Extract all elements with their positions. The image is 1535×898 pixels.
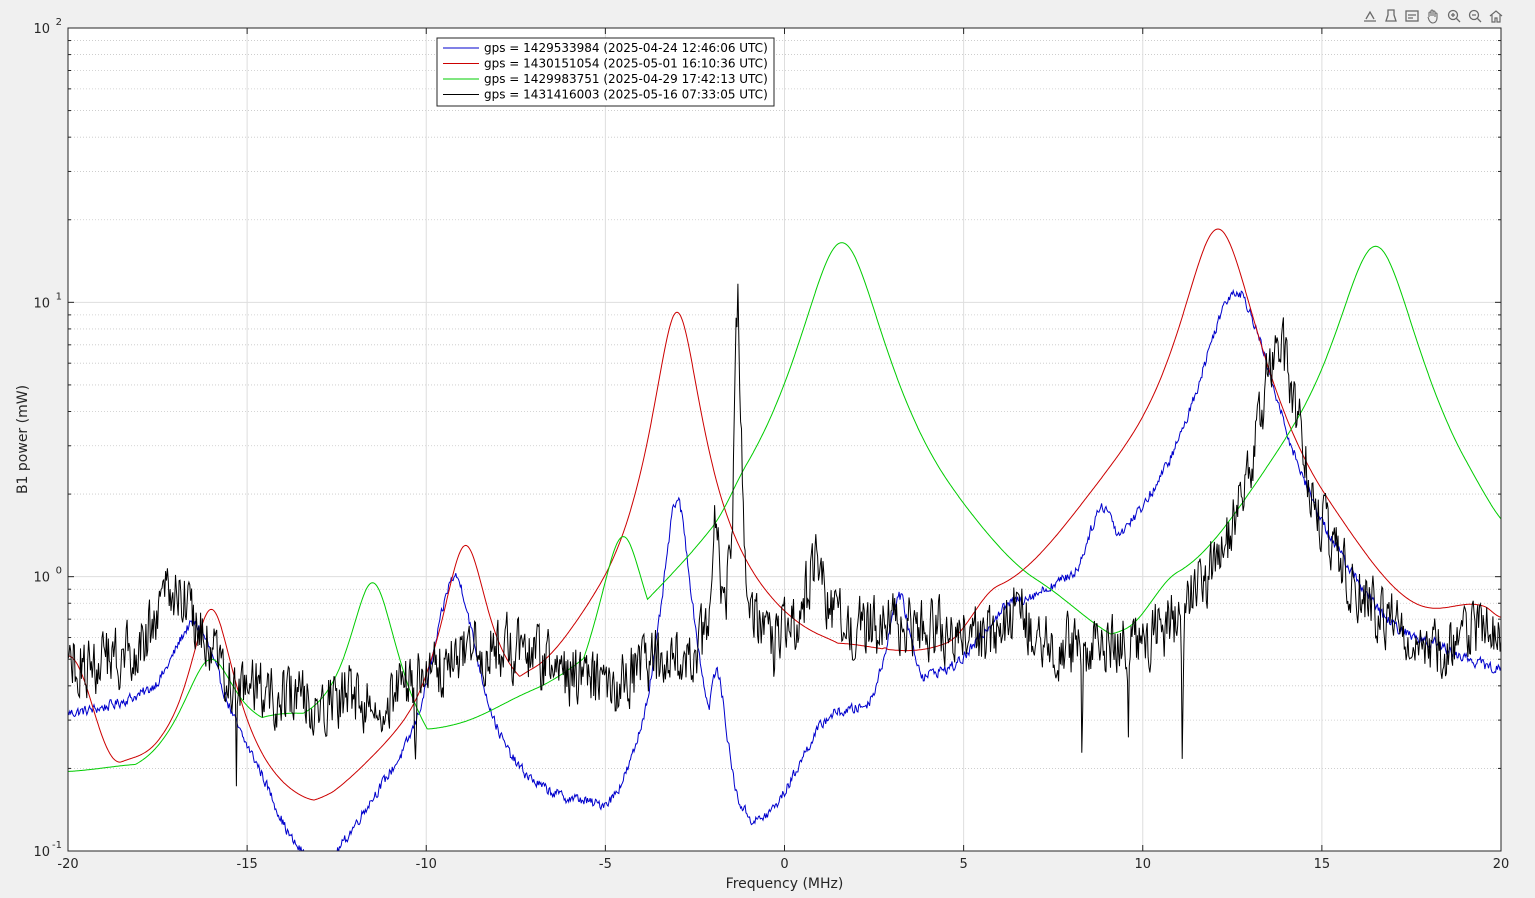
x-tick-label: 20	[1493, 857, 1510, 872]
series-line-4	[68, 283, 1501, 787]
y-tick-label: 10	[33, 845, 50, 860]
x-tick-label: 0	[780, 857, 788, 872]
x-tick-label: -20	[57, 857, 78, 872]
x-axis-label: Frequency (MHz)	[726, 876, 844, 892]
legend-entry-label: gps = 1430151054 (2025-05-01 16:10:36 UT…	[484, 57, 768, 71]
legend-entry-label: gps = 1431416003 (2025-05-16 07:33:05 UT…	[484, 88, 768, 102]
export-icon[interactable]	[1360, 7, 1379, 26]
x-axis-ticks: -20 -15 -10 -5 0 5 10 15 20	[57, 28, 1509, 872]
y-tick-exponent: -1	[52, 840, 62, 851]
minor-grid	[68, 40, 1501, 769]
y-tick-exponent: 2	[56, 17, 62, 28]
x-tick-label: 15	[1314, 857, 1331, 872]
x-tick-label: 5	[959, 857, 967, 872]
y-tick-exponent: 0	[56, 566, 62, 577]
legend-entry-label: gps = 1429533984 (2025-04-24 12:46:06 UT…	[484, 41, 768, 55]
y-tick-label: 10	[33, 571, 50, 586]
figure-toolbar	[1360, 6, 1505, 26]
home-icon[interactable]	[1486, 7, 1505, 26]
series-lines	[68, 228, 1501, 851]
zoom-out-icon[interactable]	[1465, 7, 1484, 26]
zoom-in-icon[interactable]	[1444, 7, 1463, 26]
y-tick-label: 10	[33, 296, 50, 311]
legend-entry-label: gps = 1429983751 (2025-04-29 17:42:13 UT…	[484, 72, 768, 86]
pan-icon[interactable]	[1423, 7, 1442, 26]
datatip-icon[interactable]	[1402, 7, 1421, 26]
legend[interactable]: gps = 1429533984 (2025-04-24 12:46:06 UT…	[436, 37, 775, 107]
x-tick-label: 10	[1134, 857, 1151, 872]
y-tick-label: 10	[33, 22, 50, 37]
x-tick-label: -15	[237, 857, 258, 872]
x-tick-label: -10	[416, 857, 437, 872]
legend-box	[436, 37, 775, 107]
y-tick-exponent: 1	[56, 291, 62, 302]
y-axis-label: B1 power (mW)	[15, 385, 31, 494]
brush-icon[interactable]	[1381, 7, 1400, 26]
x-tick-label: -5	[599, 857, 612, 872]
